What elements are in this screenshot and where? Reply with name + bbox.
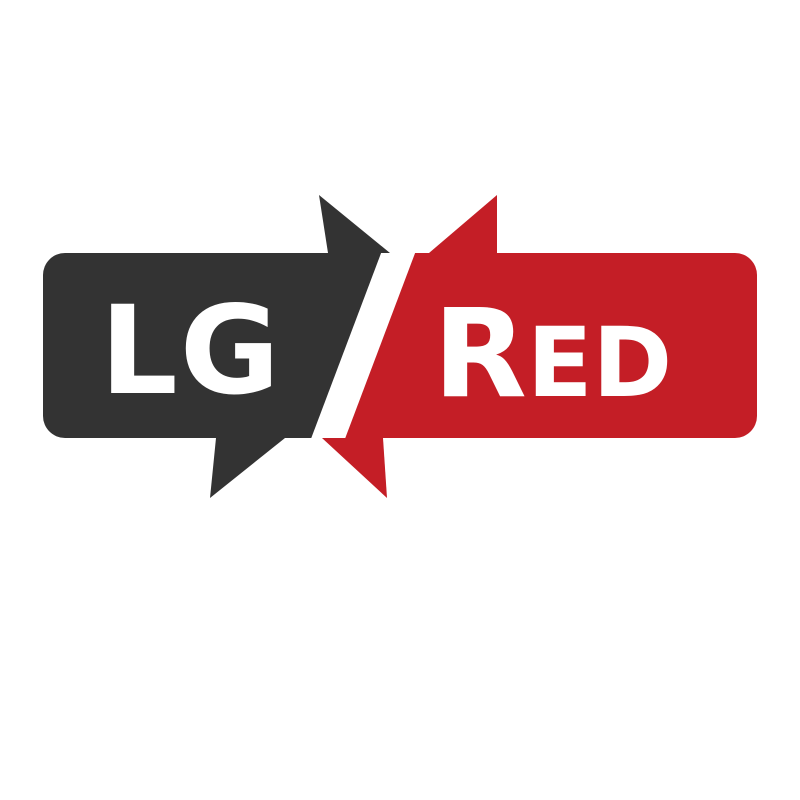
red-panel: [340, 253, 757, 438]
logo-red-rest: ED: [527, 307, 672, 419]
dark-bottom-spike: [210, 438, 285, 498]
logo-red-initial: R: [433, 283, 527, 425]
red-bottom-spike: [322, 438, 387, 498]
red-top-spike: [429, 195, 497, 253]
dark-top-spike: [319, 195, 390, 253]
logo-red-text: RED: [433, 283, 672, 425]
logo-lg-text: LG: [100, 280, 282, 422]
dark-panel: [43, 253, 386, 438]
